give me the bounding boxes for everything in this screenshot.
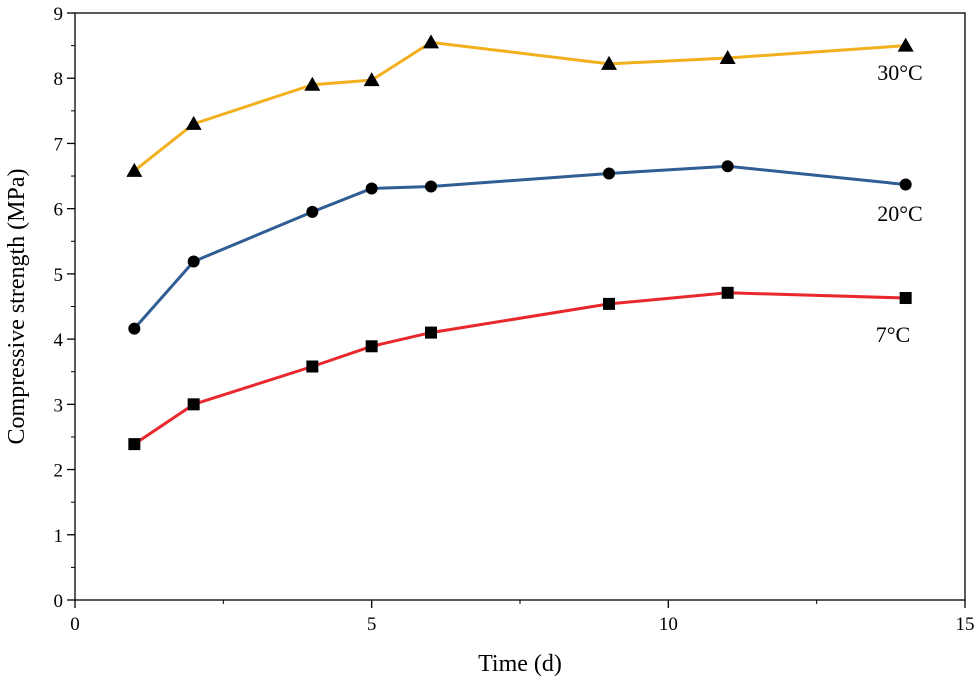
y-tick-label: 0 bbox=[54, 591, 64, 612]
data-point-triangle bbox=[304, 76, 321, 91]
data-point-circle bbox=[425, 180, 437, 193]
data-point-circle bbox=[187, 255, 200, 268]
x-tick-label: 10 bbox=[659, 614, 678, 635]
axes: 0 1 2 3 4 5 6 7 8 9 0 5 10 15 bbox=[54, 4, 975, 635]
y-tick-label: 9 bbox=[54, 4, 64, 25]
x-tick-label: 5 bbox=[367, 614, 377, 635]
y-tick-label: 2 bbox=[54, 461, 64, 482]
y-tick-label: 7 bbox=[54, 134, 64, 155]
data-point-triangle bbox=[185, 115, 202, 130]
data-point-square bbox=[899, 292, 912, 305]
data-point-circle bbox=[899, 178, 912, 191]
data-point-triangle bbox=[126, 162, 143, 177]
data-point-square bbox=[603, 297, 615, 310]
series-label: 7°C bbox=[876, 322, 910, 347]
series-line bbox=[133, 291, 906, 446]
data-point-circle bbox=[306, 205, 319, 218]
data-point-square bbox=[306, 360, 319, 373]
data-point-triangle bbox=[719, 50, 736, 65]
y-tick-label: 1 bbox=[54, 526, 64, 547]
series-0: 30°C bbox=[126, 34, 923, 177]
plot-frame bbox=[74, 12, 966, 601]
y-tick-label: 4 bbox=[54, 330, 64, 351]
data-point-square bbox=[365, 340, 378, 353]
series-line bbox=[133, 164, 906, 330]
data-point-circle bbox=[365, 182, 378, 195]
series-label: 30°C bbox=[877, 60, 922, 85]
series-layer: 30°C 20°C 7°C bbox=[126, 34, 923, 451]
y-tick-label: 8 bbox=[54, 69, 64, 90]
data-point-square bbox=[128, 438, 141, 451]
data-point-square bbox=[425, 326, 437, 339]
data-point-square bbox=[187, 398, 200, 411]
data-point-triangle bbox=[897, 37, 914, 52]
series-2: 7°C bbox=[128, 286, 912, 451]
data-point-triangle bbox=[601, 55, 617, 70]
y-tick-label: 3 bbox=[54, 395, 64, 416]
y-axis-title: Compressive strength (MPa) bbox=[4, 169, 30, 445]
series-1: 20°C bbox=[128, 160, 923, 335]
y-tick-label: 5 bbox=[54, 265, 64, 286]
x-tick-label: 0 bbox=[70, 614, 80, 635]
data-point-triangle bbox=[423, 34, 439, 49]
data-point-triangle bbox=[363, 72, 380, 87]
series-label: 20°C bbox=[877, 201, 922, 226]
y-tick-label: 6 bbox=[54, 200, 64, 221]
series-line bbox=[133, 40, 906, 173]
data-point-circle bbox=[128, 322, 141, 335]
x-tick-label: 15 bbox=[956, 614, 975, 635]
x-axis-title: Time (d) bbox=[478, 651, 562, 677]
data-point-square bbox=[721, 286, 734, 299]
data-point-circle bbox=[721, 160, 734, 173]
data-point-circle bbox=[603, 167, 615, 180]
